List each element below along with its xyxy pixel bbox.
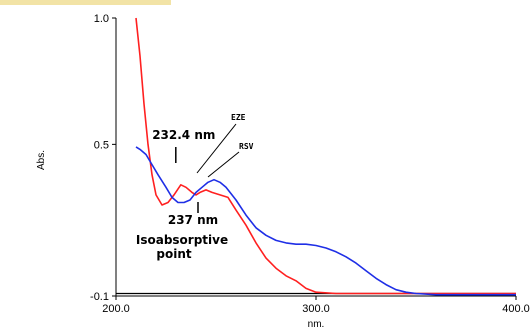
series-line-rsv	[135, 146, 516, 296]
x-axis-label: nm.	[308, 319, 325, 329]
rsv-callout-label: RSV	[239, 142, 254, 151]
y-tick-label: -0.1	[90, 291, 109, 303]
isosbestic-label-line2: point	[156, 247, 191, 261]
x-tick-label: 300.0	[302, 303, 330, 315]
y-axis-label: Abs.	[36, 150, 47, 170]
peak-wavelength-label: 232.4 nm	[152, 128, 215, 142]
y-tick-label: 1.0	[94, 13, 109, 25]
rsv-callout-line	[207, 151, 240, 178]
isosbestic-wavelength-label: 237 nm	[168, 213, 218, 227]
eze-callout-label: EZE	[231, 113, 246, 122]
series-line-eze	[135, 17, 516, 295]
x-tick-label: 400.0	[502, 303, 530, 315]
plot-area	[116, 18, 516, 296]
y-tick-label: 0.5	[94, 139, 109, 151]
isosbestic-label-line1: Isoabsorptive	[136, 233, 228, 247]
x-tick-label: 200.0	[102, 303, 130, 315]
corner-highlight-bar	[0, 0, 171, 5]
eze-callout-line	[196, 123, 237, 174]
